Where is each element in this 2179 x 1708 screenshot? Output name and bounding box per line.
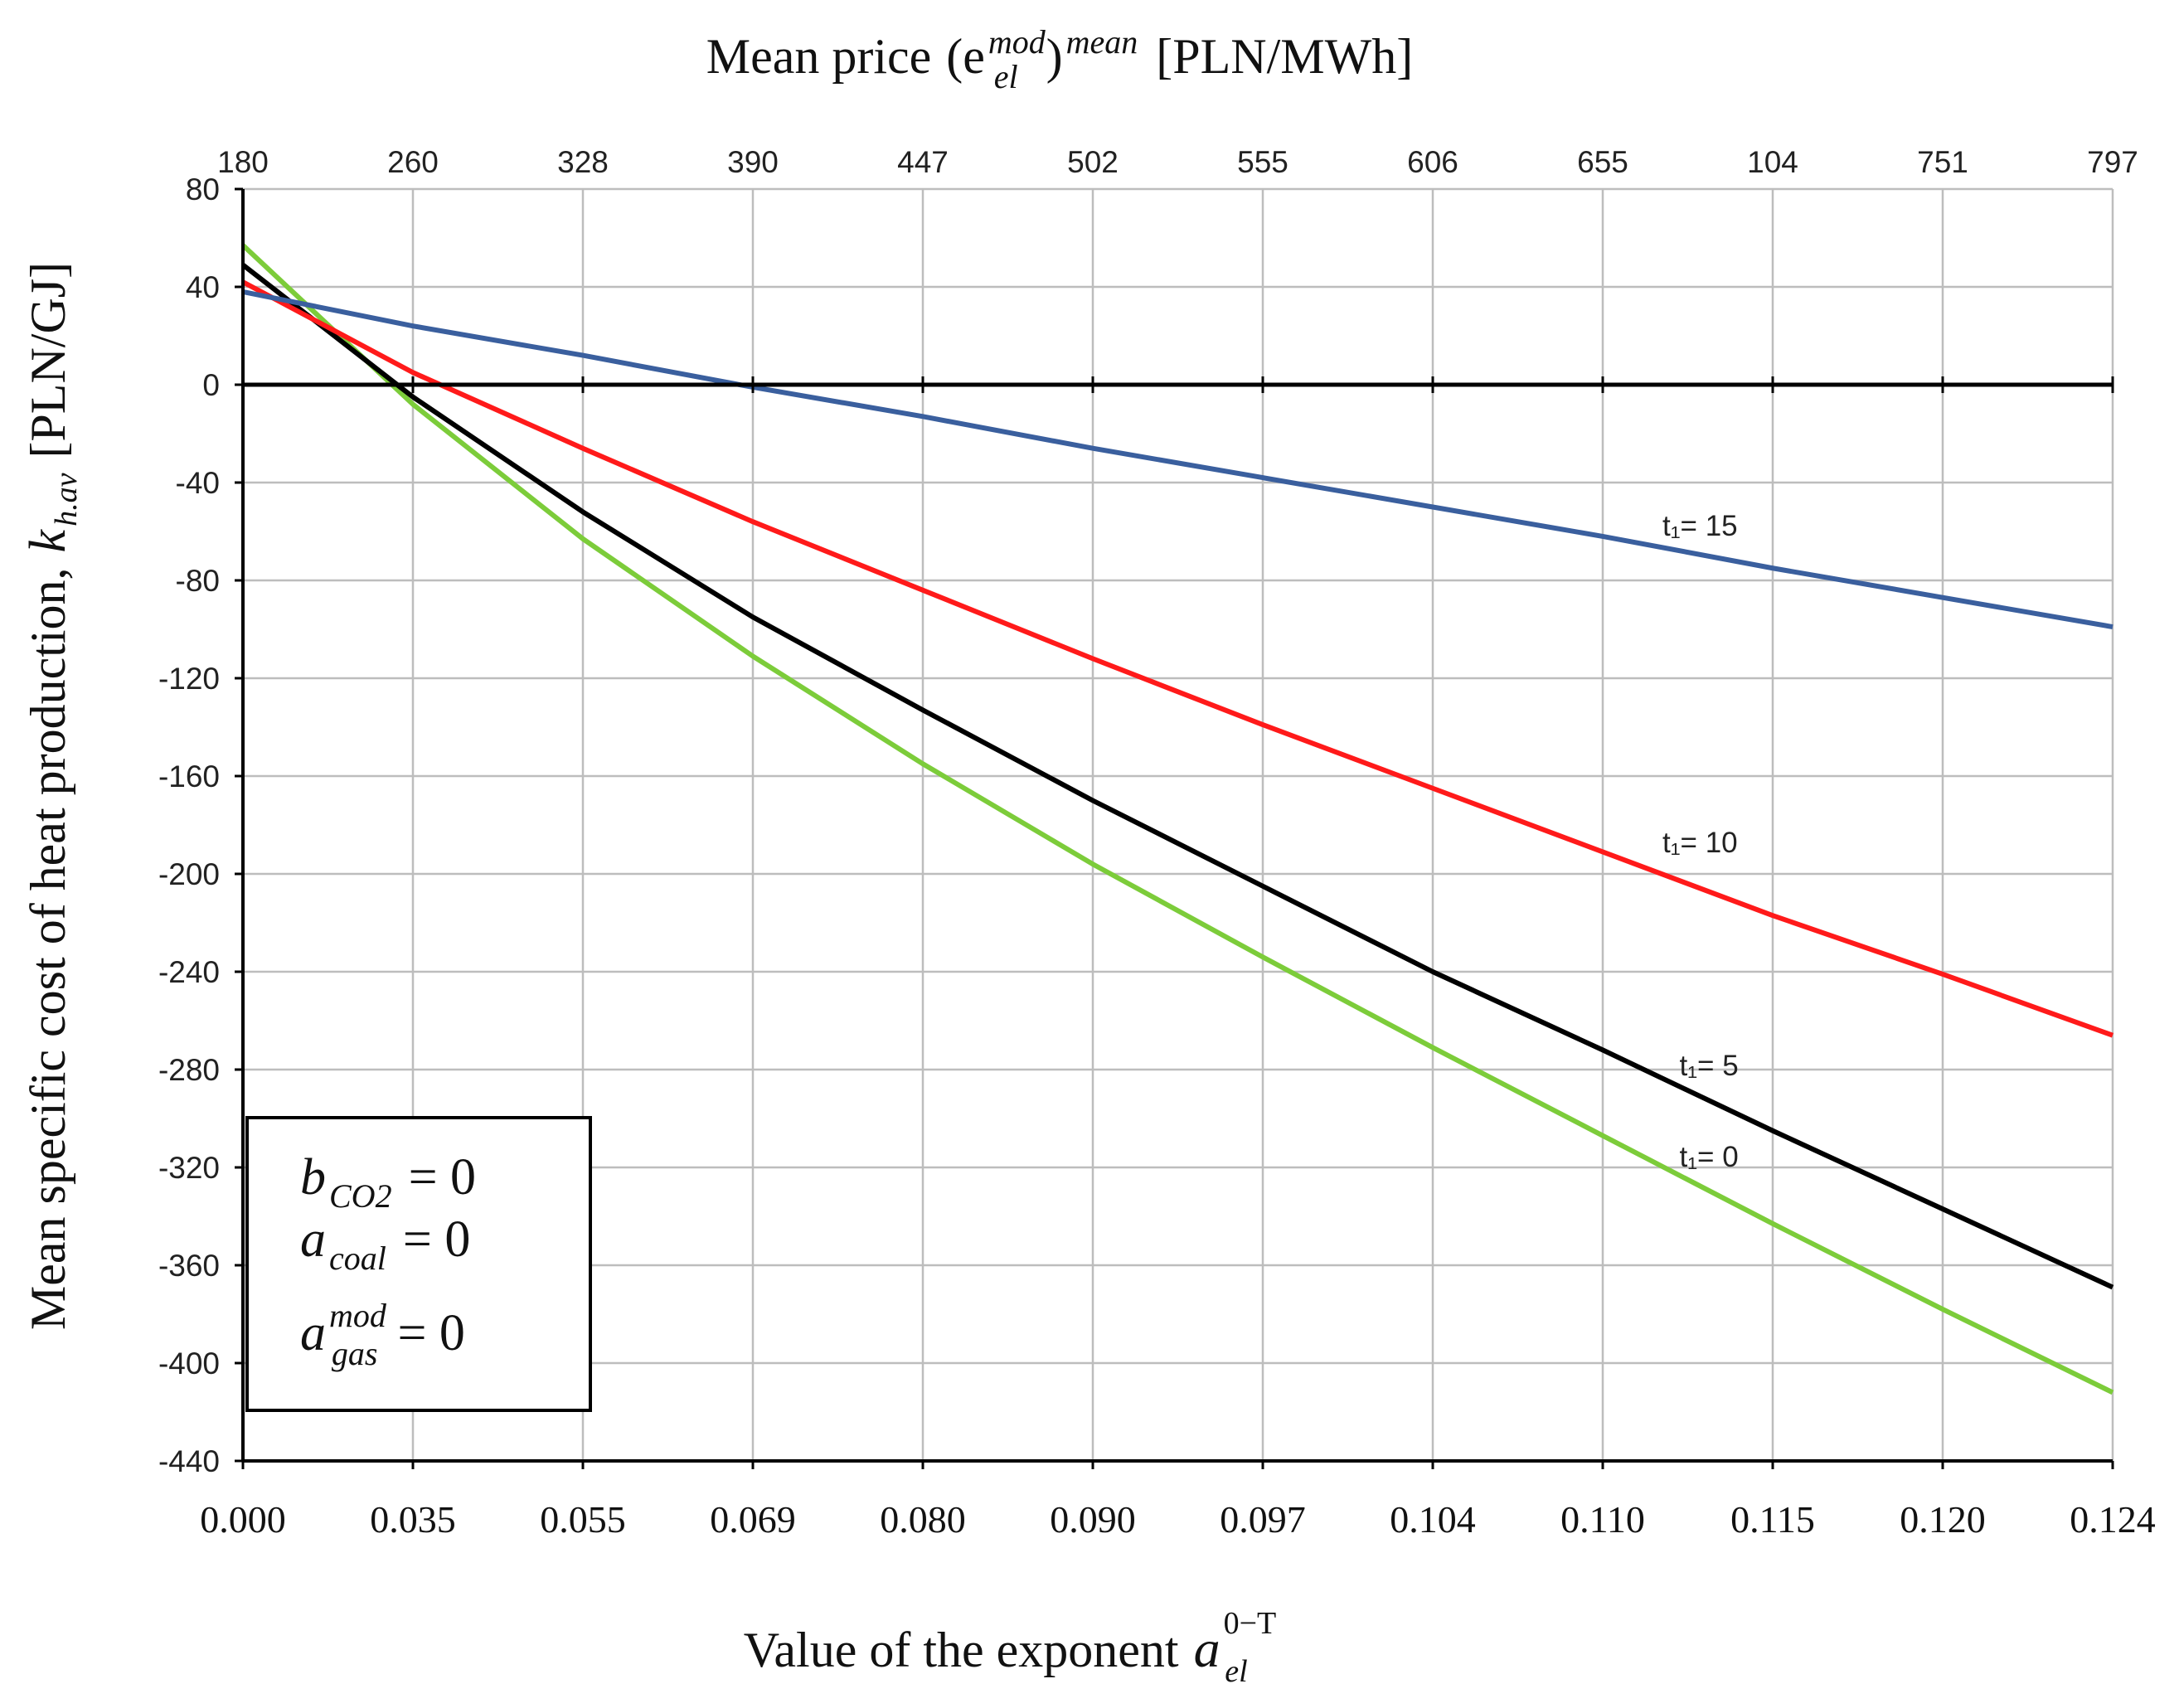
y-tick-label: -320 — [158, 1151, 220, 1185]
top-axis-sub: el — [994, 58, 1018, 95]
top-tick-label: 797 — [2087, 145, 2138, 179]
annotation-bco2-rhs: = 0 — [409, 1149, 476, 1206]
top-tick-label: 328 — [557, 145, 609, 179]
annotation-bco2-symbol: b — [300, 1149, 326, 1206]
top-tick-label: 180 — [217, 145, 269, 179]
y-tick-label: -200 — [158, 857, 220, 891]
top-tick-label: 502 — [1067, 145, 1119, 179]
y-tick-label: -120 — [158, 662, 220, 696]
y-tick-label: -80 — [176, 564, 220, 598]
top-tick-label: 390 — [727, 145, 779, 179]
annotation-agas-symbol: a — [300, 1305, 326, 1361]
top-tick-label: 655 — [1577, 145, 1628, 179]
series-line — [241, 263, 2114, 1290]
x-axis-sup: 0−T — [1224, 1606, 1277, 1641]
series-label: t₁= 0 — [1680, 1141, 1739, 1173]
top-tick-label: 751 — [1917, 145, 1968, 179]
y-axis-symbol: k — [20, 528, 76, 552]
x-tick-label: 0.115 — [1730, 1498, 1815, 1541]
x-tick-label: 0.080 — [880, 1498, 966, 1541]
y-tick-label: -240 — [158, 955, 220, 989]
top-axis-unit: [PLN/MWh] — [1156, 29, 1413, 84]
annotation-acoal-rhs: = 0 — [403, 1211, 470, 1268]
y-tick-label: -160 — [158, 759, 220, 793]
y-axis-sub: h.av — [49, 473, 84, 526]
y-tick-label: -40 — [176, 466, 220, 500]
x-axis-title: Value of the exponent a 0−T el — [744, 1606, 1279, 1689]
top-tick-label: 260 — [387, 145, 439, 179]
axes — [235, 187, 2114, 1469]
y-tick-label: 0 — [202, 368, 220, 402]
annotation-line-agas: a mod gas = 0 — [300, 1297, 465, 1372]
x-tick-label: 0.124 — [2070, 1498, 2156, 1541]
series-label: t₁= 10 — [1662, 827, 1738, 859]
series-label: t₁= 5 — [1680, 1050, 1739, 1082]
y-tick-label: -440 — [158, 1444, 220, 1478]
y-tick-label: 80 — [186, 172, 220, 206]
y-axis-unit: [PLN/GJ] — [21, 262, 75, 459]
y-tick-label: -360 — [158, 1249, 220, 1283]
annotation-bco2-sub: CO2 — [329, 1177, 392, 1215]
x-tick-label: 0.035 — [370, 1498, 456, 1541]
x-tick-label: 0.055 — [540, 1498, 626, 1541]
x-axis-sub: el — [1225, 1654, 1247, 1689]
annotation-line-acoal: a coal = 0 — [300, 1211, 470, 1277]
annotation-acoal-symbol: a — [300, 1211, 326, 1268]
x-tick-label: 0.090 — [1050, 1498, 1136, 1541]
y-tick-label: 40 — [186, 270, 220, 304]
annotation-acoal-sub: coal — [329, 1240, 386, 1277]
top-axis-symbol: (e — [946, 29, 985, 84]
ticks: 80 40 0 -40 -80 -120 -160 -200 -240 -280 -320 -360 -… — [158, 145, 2156, 1541]
x-axis-symbol: a — [1194, 1619, 1221, 1678]
annotation-agas-sup: mod — [329, 1297, 387, 1334]
top-axis-sup: mod — [988, 23, 1046, 61]
annotation-agas-rhs: = 0 — [397, 1305, 464, 1361]
top-axis-sup2: mean — [1066, 23, 1138, 61]
y-axis-title: Mean specific cost of heat production, k… — [20, 262, 84, 1330]
top-axis-close: ) — [1046, 29, 1063, 84]
y-tick-label: -280 — [158, 1053, 220, 1087]
top-axis-title: Mean price (e mod el ) mean [PLN/MWh] — [706, 23, 1414, 95]
y-axis-label-text: Mean specific cost of heat production, — [21, 567, 75, 1330]
top-tick-label: 555 — [1237, 145, 1288, 179]
y-tick-label: -400 — [158, 1347, 220, 1380]
x-tick-label: 0.120 — [1900, 1498, 1986, 1541]
top-axis-label-text: Mean price — [706, 29, 932, 84]
x-tick-label: 0.110 — [1560, 1498, 1645, 1541]
series-label: t₁= 15 — [1662, 510, 1738, 542]
annotation-box: b CO2 = 0 a coal = 0 a mod gas = 0 — [245, 1116, 592, 1412]
series-line — [240, 243, 2114, 1395]
top-tick-label: 447 — [897, 145, 949, 179]
series-group — [240, 243, 2114, 1395]
series-line — [242, 289, 2113, 630]
x-tick-label: 0.104 — [1390, 1498, 1476, 1541]
series-labels: t₁= 15 t₁= 10 t₁= 5 t₁= 0 — [1662, 510, 1739, 1173]
x-tick-label: 0.097 — [1220, 1498, 1306, 1541]
annotation-box-frame — [245, 1116, 592, 1412]
series-line — [241, 279, 2114, 1038]
x-axis-label-text: Value of the exponent — [744, 1623, 1179, 1677]
annotation-agas-sub: gas — [332, 1335, 378, 1372]
x-tick-label: 0.000 — [200, 1498, 286, 1541]
x-tick-label: 0.069 — [710, 1498, 796, 1541]
annotation-line-bco2: b CO2 = 0 — [300, 1149, 476, 1215]
top-tick-label: 104 — [1747, 145, 1798, 179]
top-tick-label: 606 — [1407, 145, 1458, 179]
